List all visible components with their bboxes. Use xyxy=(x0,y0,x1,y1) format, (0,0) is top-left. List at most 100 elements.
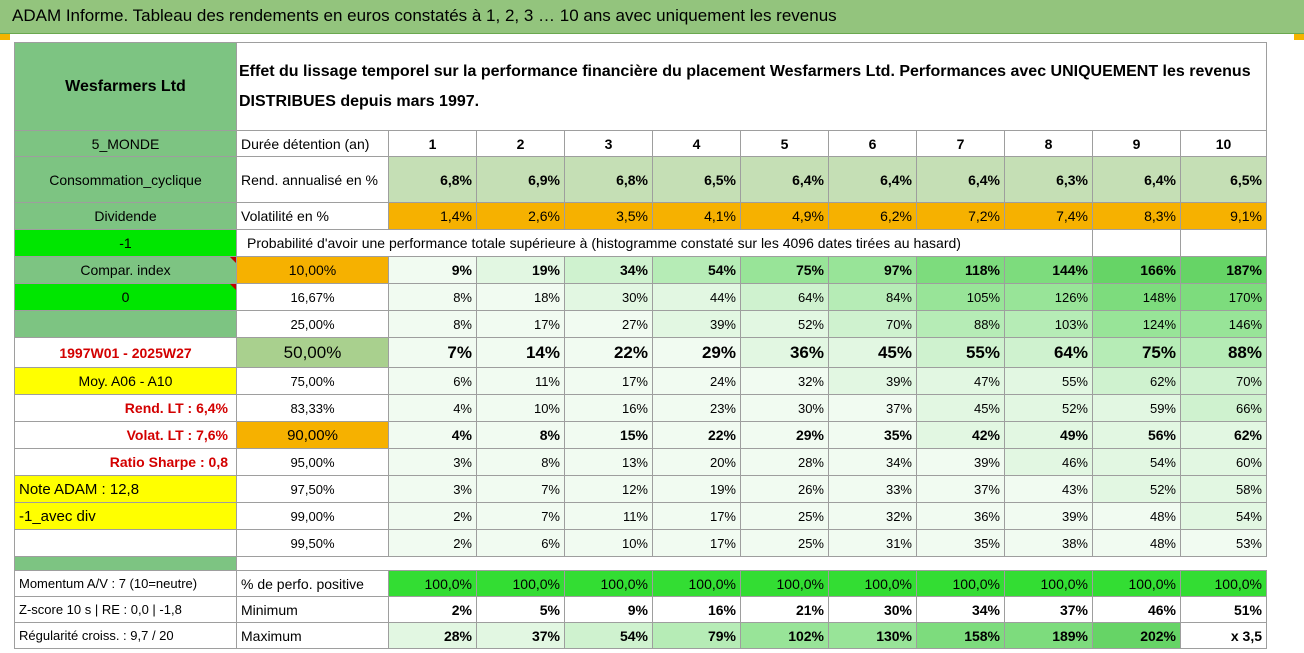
percentile-label: 90,00% xyxy=(236,421,389,449)
pct-value: 10% xyxy=(476,394,565,422)
percentile-label: 16,67% xyxy=(236,283,389,311)
pct-row-median: 1997W01 - 2025W27 50,00% 7% 14% 22% 29% … xyxy=(14,337,1267,368)
style-label: Dividende xyxy=(14,202,237,230)
pct-value: 17% xyxy=(652,502,741,530)
vol-value: 8,3% xyxy=(1092,202,1181,230)
min-row: Z-score 10 s | RE : 0,0 | -1,8 Minimum 2… xyxy=(14,596,1267,623)
header-row: 5_MONDE Durée détention (an) 1 2 3 4 5 6… xyxy=(14,130,1267,157)
min-value: 30% xyxy=(828,596,917,623)
pct-value: 118% xyxy=(916,256,1005,284)
pct-value: 62% xyxy=(1180,421,1267,449)
pos-value: 100,0% xyxy=(652,570,741,597)
pct-value: 8% xyxy=(476,421,565,449)
regularite-label: Régularité croiss. : 9,7 / 20 xyxy=(14,622,237,649)
pos-value: 100,0% xyxy=(1180,570,1267,597)
pct-value: 19% xyxy=(476,256,565,284)
description: Effet du lissage temporel sur la perform… xyxy=(236,42,1267,131)
pct-value: 16% xyxy=(564,394,653,422)
pct-value: 2% xyxy=(388,502,477,530)
company-name: Wesfarmers Ltd xyxy=(14,42,237,131)
pct-value: 25% xyxy=(740,502,829,530)
pct-value: 22% xyxy=(652,421,741,449)
percentile-label: 25,00% xyxy=(236,310,389,338)
rend-value: 6,9% xyxy=(476,156,565,203)
rend-value: 6,5% xyxy=(652,156,741,203)
pct-value: 30% xyxy=(564,283,653,311)
pct-value: 19% xyxy=(652,475,741,503)
year-header: 9 xyxy=(1092,130,1181,157)
pct-value: 12% xyxy=(564,475,653,503)
pos-value: 100,0% xyxy=(1004,570,1093,597)
pct-value: 84% xyxy=(828,283,917,311)
pct-value: 7% xyxy=(476,502,565,530)
pct-value: 170% xyxy=(1180,283,1267,311)
pct-value: 75% xyxy=(1092,337,1181,368)
rend-value: 6,4% xyxy=(1092,156,1181,203)
pct-value: 11% xyxy=(564,502,653,530)
rend-value: 6,3% xyxy=(1004,156,1093,203)
pct-value: 34% xyxy=(564,256,653,284)
percentile-label: 50,00% xyxy=(236,337,389,368)
pct-value: 45% xyxy=(828,337,917,368)
rend-value: 6,4% xyxy=(916,156,1005,203)
max-value: 202% xyxy=(1092,622,1181,649)
div-label: -1_avec div xyxy=(14,502,237,530)
pct-value: 7% xyxy=(476,475,565,503)
year-header: 3 xyxy=(564,130,653,157)
percentile-label: 83,33% xyxy=(236,394,389,422)
volat-lt-label: Volat. LT : 7,6% xyxy=(14,421,237,449)
pct-value: 144% xyxy=(1004,256,1093,284)
percentile-label: 99,50% xyxy=(236,529,389,557)
pct-value: 75% xyxy=(740,256,829,284)
pct-row: Rend. LT : 6,4% 83,33% 4% 10% 16% 23% 30… xyxy=(14,394,1267,422)
pct-value: 8% xyxy=(476,448,565,476)
pct-value: 103% xyxy=(1004,310,1093,338)
pct-value: 146% xyxy=(1180,310,1267,338)
year-header: 2 xyxy=(476,130,565,157)
pct-value: 36% xyxy=(740,337,829,368)
pct-value: 39% xyxy=(652,310,741,338)
pct-value: 126% xyxy=(1004,283,1093,311)
pct-row: -1_avec div 99,00% 2% 7% 11% 17% 25% 32%… xyxy=(14,502,1267,530)
max-value: 37% xyxy=(476,622,565,649)
year-header: 6 xyxy=(828,130,917,157)
vol-label: Volatilité en % xyxy=(236,202,389,230)
returns-table: Wesfarmers Ltd Effet du lissage temporel… xyxy=(14,42,1267,649)
pct-value: 17% xyxy=(476,310,565,338)
max-value: x 3,5 xyxy=(1180,622,1267,649)
pct-value: 62% xyxy=(1092,367,1181,395)
min-value: 37% xyxy=(1004,596,1093,623)
pct-value: 53% xyxy=(1180,529,1267,557)
pct-value: 26% xyxy=(740,475,829,503)
pct-value: 97% xyxy=(828,256,917,284)
pct-value: 32% xyxy=(740,367,829,395)
pct-row: Moy. A06 - A10 75,00% 6% 11% 17% 24% 32%… xyxy=(14,367,1267,395)
flag1-cell: -1 xyxy=(14,229,237,257)
pct-value: 54% xyxy=(1180,502,1267,530)
pct-value: 48% xyxy=(1092,529,1181,557)
rend-value: 6,4% xyxy=(828,156,917,203)
period-label: 1997W01 - 2025W27 xyxy=(14,337,237,368)
pct-value: 64% xyxy=(1004,337,1093,368)
pct-value: 52% xyxy=(740,310,829,338)
pct-value: 49% xyxy=(1004,421,1093,449)
pct-row: Ratio Sharpe : 0,8 95,00% 3% 8% 13% 20% … xyxy=(14,448,1267,476)
separator xyxy=(14,556,237,571)
corner-marker-right xyxy=(1294,34,1304,40)
percentile-label: 99,00% xyxy=(236,502,389,530)
pct-value: 36% xyxy=(916,502,1005,530)
pct-value: 3% xyxy=(388,475,477,503)
pct-value: 88% xyxy=(1180,337,1267,368)
pct-value: 18% xyxy=(476,283,565,311)
max-value: 79% xyxy=(652,622,741,649)
blank-label xyxy=(14,529,237,557)
vol-value: 7,2% xyxy=(916,202,1005,230)
pct-value: 28% xyxy=(740,448,829,476)
pct-value: 37% xyxy=(916,475,1005,503)
pct-value: 55% xyxy=(916,337,1005,368)
rend-row: Consommation_cyclique Rend. annualisé en… xyxy=(14,156,1267,203)
pct-value: 15% xyxy=(564,421,653,449)
pct-value: 43% xyxy=(1004,475,1093,503)
pct-value: 70% xyxy=(828,310,917,338)
max-value: 158% xyxy=(916,622,1005,649)
